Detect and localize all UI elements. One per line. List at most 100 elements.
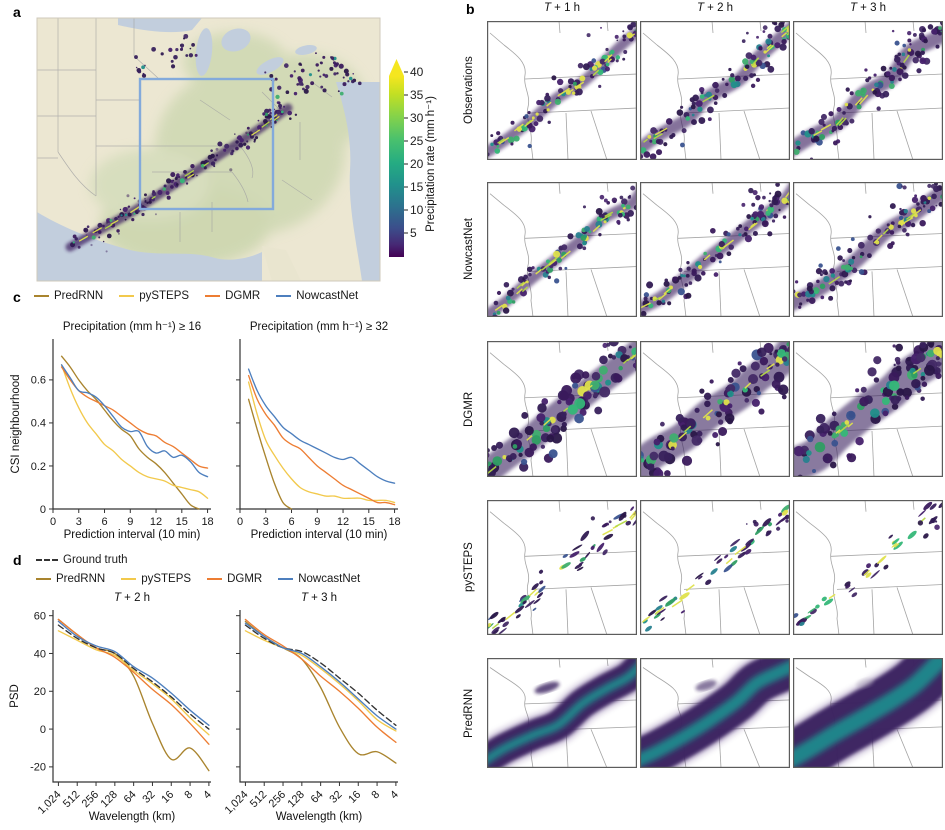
panel-a-label: a bbox=[13, 4, 21, 20]
svg-text:0: 0 bbox=[50, 516, 56, 528]
series-predrnn bbox=[60, 355, 200, 510]
svg-text:15: 15 bbox=[176, 516, 188, 528]
map-observations-t2 bbox=[640, 21, 790, 160]
svg-text:18: 18 bbox=[201, 516, 213, 528]
series-nowcastnet bbox=[60, 364, 209, 478]
colorbar: 5 10 15 20 25 30 35 40 Precipitation rate (mm h… bbox=[389, 59, 437, 257]
svg-text:12: 12 bbox=[150, 516, 162, 528]
legend-label: NowcastNet bbox=[298, 573, 361, 585]
map-dgmr-t2 bbox=[640, 341, 790, 477]
map-predrnn-t3 bbox=[793, 658, 943, 768]
svg-text:128: 128 bbox=[285, 789, 306, 810]
svg-text:512: 512 bbox=[61, 789, 82, 810]
svg-text:64: 64 bbox=[122, 789, 139, 806]
col-header-2: T + 2 h bbox=[696, 2, 734, 14]
row-label-nowcastnet: NowcastNet bbox=[463, 218, 475, 281]
legend-item-pysteps: pySTEPS bbox=[121, 573, 191, 585]
map-pysteps-t3 bbox=[793, 500, 943, 635]
legend-swatch bbox=[34, 295, 49, 297]
svg-text:8: 8 bbox=[182, 789, 195, 802]
row-label-pysteps: pySTEPS bbox=[463, 542, 475, 593]
svg-text:32: 32 bbox=[140, 789, 157, 806]
legend-item-predrnn: PredRNN bbox=[36, 573, 105, 585]
precipitation bbox=[640, 21, 790, 160]
legend-label: DGMR bbox=[227, 573, 263, 585]
precipitation bbox=[487, 658, 637, 768]
svg-text:3: 3 bbox=[263, 516, 269, 528]
svg-text:8: 8 bbox=[369, 789, 382, 802]
x-axis-label: Wavelength (km) bbox=[276, 811, 363, 823]
legend-swatch bbox=[278, 578, 294, 580]
precipitation bbox=[793, 21, 943, 160]
series-nowcastnet bbox=[244, 622, 397, 730]
map-pysteps-t2 bbox=[640, 500, 790, 635]
legend-item-nowcastnet: NowcastNet bbox=[276, 290, 358, 302]
legend-swatch bbox=[121, 578, 137, 580]
precipitation bbox=[487, 185, 637, 317]
svg-text:60: 60 bbox=[34, 610, 46, 622]
col-header-1: T + 1 h bbox=[543, 2, 581, 14]
colorbar-tick-25: 25 bbox=[410, 134, 424, 148]
map-dgmr-t1 bbox=[487, 341, 637, 477]
legend-ground-truth: Ground truth bbox=[36, 554, 128, 566]
legend-item-nowcastnet: NowcastNet bbox=[278, 573, 360, 585]
colorbar-tick-20: 20 bbox=[410, 157, 424, 171]
svg-text:40: 40 bbox=[34, 648, 46, 660]
chart-title: Precipitation (mm h⁻¹) ≥ 32 bbox=[250, 321, 388, 333]
svg-text:16: 16 bbox=[159, 789, 176, 806]
x-axis-label: Prediction interval (10 min) bbox=[251, 529, 388, 541]
legend-label: pySTEPS bbox=[139, 290, 190, 302]
svg-text:3: 3 bbox=[76, 516, 82, 528]
legend-swatch bbox=[36, 559, 58, 561]
series-dgmr bbox=[244, 618, 397, 743]
water-bodies bbox=[37, 18, 380, 281]
colorbar-tick-5: 5 bbox=[410, 226, 417, 240]
series-nowcastnet bbox=[57, 620, 210, 726]
colorbar-tick-15: 15 bbox=[410, 180, 424, 194]
svg-text:64: 64 bbox=[309, 789, 326, 806]
row-label-predrnn: PredRNN bbox=[463, 688, 475, 738]
chart-title: T + 3 h bbox=[301, 592, 337, 604]
legend-panel-d: PredRNN pySTEPS DGMR NowcastNet bbox=[36, 573, 360, 585]
nowcast-region-box bbox=[138, 77, 275, 211]
svg-text:6: 6 bbox=[101, 516, 107, 528]
chart-1: 0 3 6 9 12 15 18 Precipitation (mm h⁻¹) ≥ 32 Pre… bbox=[236, 321, 401, 541]
series-dgmr bbox=[60, 366, 209, 469]
y-axis-label: PSD bbox=[9, 684, 21, 708]
row-label-dgmr: DGMR bbox=[463, 391, 475, 427]
chart-0: 0 0.2 0.4 0.6 0 3 6 9 12 15 18 Precipitation (mm h⁻… bbox=[10, 321, 214, 541]
series-predrnn bbox=[244, 620, 397, 764]
precipitation bbox=[641, 504, 790, 632]
map-nowcastnet-t1 bbox=[487, 182, 637, 317]
precipitation bbox=[793, 500, 943, 627]
legend-label: Ground truth bbox=[63, 554, 128, 566]
svg-text:256: 256 bbox=[80, 789, 101, 810]
x-axis-label: Wavelength (km) bbox=[89, 811, 176, 823]
svg-text:1,024: 1,024 bbox=[223, 789, 251, 817]
svg-text:0.4: 0.4 bbox=[31, 418, 46, 430]
svg-text:0: 0 bbox=[40, 504, 46, 516]
series-dgmr bbox=[247, 374, 396, 506]
map-predrnn-t2 bbox=[640, 658, 790, 768]
colorbar-tick-40: 40 bbox=[410, 65, 424, 79]
svg-text:12: 12 bbox=[337, 516, 349, 528]
map-pysteps-t1 bbox=[487, 500, 637, 635]
svg-text:15: 15 bbox=[363, 516, 375, 528]
series-pysteps bbox=[244, 630, 397, 732]
svg-text:4: 4 bbox=[388, 789, 401, 802]
state-borders bbox=[795, 500, 943, 635]
series-dgmr bbox=[57, 618, 210, 745]
legend-item-ground-truth: Ground truth bbox=[36, 554, 128, 566]
svg-text:18: 18 bbox=[388, 516, 400, 528]
map-observations-t1 bbox=[487, 21, 637, 160]
legend-swatch bbox=[276, 295, 292, 297]
map-predrnn-t1 bbox=[487, 658, 637, 768]
svg-text:20: 20 bbox=[34, 686, 46, 698]
chart-title: T + 2 h bbox=[114, 592, 150, 604]
svg-text:0: 0 bbox=[40, 724, 46, 736]
precipitation bbox=[487, 506, 637, 635]
svg-text:512: 512 bbox=[248, 789, 269, 810]
state-borders bbox=[37, 18, 333, 242]
series-ground-truth bbox=[57, 624, 210, 730]
